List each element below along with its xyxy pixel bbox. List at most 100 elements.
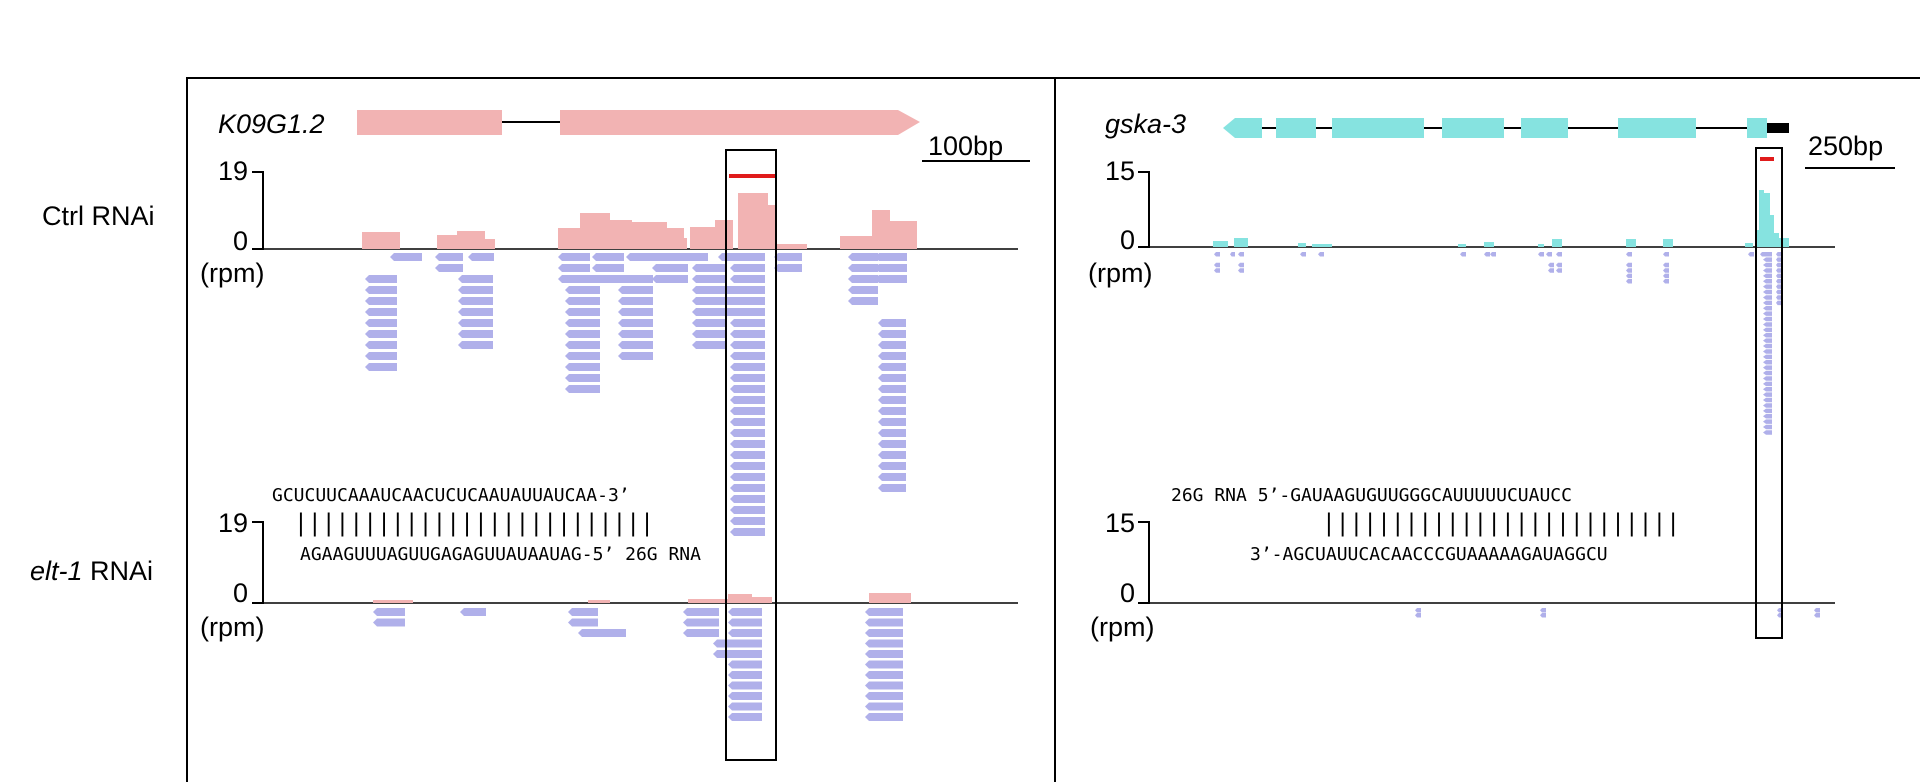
read xyxy=(1415,613,1421,618)
read xyxy=(865,692,903,700)
read xyxy=(730,418,765,426)
read xyxy=(1763,419,1772,424)
read xyxy=(1556,262,1562,268)
read xyxy=(730,517,765,525)
read xyxy=(565,352,600,360)
row-label-elt1-rnai: elt-1 RNAi xyxy=(30,556,153,586)
utr xyxy=(1767,123,1789,133)
read xyxy=(1763,295,1772,300)
read xyxy=(565,341,600,349)
read xyxy=(730,451,765,459)
read xyxy=(365,275,397,283)
read xyxy=(565,330,600,338)
read xyxy=(878,407,906,415)
read xyxy=(730,506,765,514)
ctrl-coverage-track-right xyxy=(1213,190,1789,247)
read xyxy=(1548,262,1554,268)
read xyxy=(728,629,762,637)
read xyxy=(730,528,765,536)
read xyxy=(1763,273,1772,279)
read xyxy=(728,639,762,648)
coverage-bar xyxy=(485,239,495,249)
read xyxy=(865,639,903,648)
coverage-bar xyxy=(632,222,667,249)
exon xyxy=(1521,118,1568,138)
read xyxy=(1763,397,1772,403)
read xyxy=(728,660,762,669)
read xyxy=(730,440,765,448)
read xyxy=(460,608,486,616)
y-axis-bracket xyxy=(252,521,264,604)
read xyxy=(730,264,765,272)
read xyxy=(458,275,493,283)
read xyxy=(1663,273,1669,279)
exon xyxy=(1442,118,1504,138)
read xyxy=(1763,424,1772,430)
read xyxy=(692,308,727,316)
alignment-26g-rna: 26G RNA 5’-GAUAAGUGUUGGGCAUUUUUCUAUCC xyxy=(1171,485,1572,506)
read xyxy=(652,253,688,261)
read xyxy=(848,297,878,305)
read xyxy=(865,702,903,711)
read xyxy=(1763,414,1772,419)
read xyxy=(730,286,765,294)
coverage-bar xyxy=(1484,242,1494,247)
coverage-bar xyxy=(768,205,775,249)
read xyxy=(365,286,397,294)
read xyxy=(1626,273,1632,279)
read xyxy=(728,692,762,700)
row-label-elt1-suffix: RNAi xyxy=(83,556,154,586)
gene-name-k09g1-2: K09G1.2 xyxy=(218,109,325,139)
read xyxy=(692,286,727,294)
read xyxy=(565,308,600,316)
read xyxy=(1415,608,1421,613)
read xyxy=(565,286,600,294)
coverage-bar xyxy=(840,236,872,249)
read xyxy=(1776,273,1781,279)
read xyxy=(1626,252,1632,257)
read xyxy=(1214,262,1220,268)
y-axis-bracket xyxy=(1138,521,1150,604)
read xyxy=(692,275,727,283)
coverage-bar xyxy=(1312,244,1332,247)
elt1-ymax-label: 19 xyxy=(218,508,248,538)
read xyxy=(730,253,765,261)
read xyxy=(1230,252,1235,257)
coverage-bar xyxy=(688,599,728,603)
read xyxy=(730,275,765,283)
read xyxy=(1776,289,1781,295)
alignment-target-seq: GCUCUUCAAAUCAACUCUCAAUAUUAUCAA-3’ xyxy=(272,485,630,506)
read xyxy=(848,253,878,261)
read xyxy=(1626,268,1632,273)
coverage-bar xyxy=(437,235,457,249)
exon xyxy=(1618,118,1696,138)
exon xyxy=(1332,118,1424,138)
read xyxy=(1546,252,1552,257)
read xyxy=(1763,370,1772,376)
coverage-bar xyxy=(1234,238,1248,247)
y-axis-bracket xyxy=(252,171,264,250)
read xyxy=(1626,262,1632,268)
exon-arrow xyxy=(560,110,920,135)
read xyxy=(692,330,727,338)
coverage-bar xyxy=(869,593,911,603)
read xyxy=(458,297,493,305)
coverage-bar xyxy=(610,220,632,249)
read xyxy=(848,275,878,283)
read xyxy=(774,253,802,261)
read xyxy=(683,608,719,616)
read xyxy=(390,253,422,261)
read xyxy=(1763,289,1772,295)
read xyxy=(1763,392,1772,397)
read xyxy=(365,330,397,338)
elt1-coverage-track-left xyxy=(373,593,911,603)
right-panel-frame xyxy=(1054,77,1920,782)
alignment-left: GCUCUUCAAAUCAACUCUCAAUAUUAUCAA-3’ ||||||… xyxy=(272,485,701,565)
read xyxy=(1763,408,1772,414)
read xyxy=(1814,613,1820,618)
read xyxy=(618,330,653,338)
read xyxy=(875,253,907,261)
coverage-bar xyxy=(715,220,733,249)
read xyxy=(435,253,463,261)
read xyxy=(683,618,719,627)
